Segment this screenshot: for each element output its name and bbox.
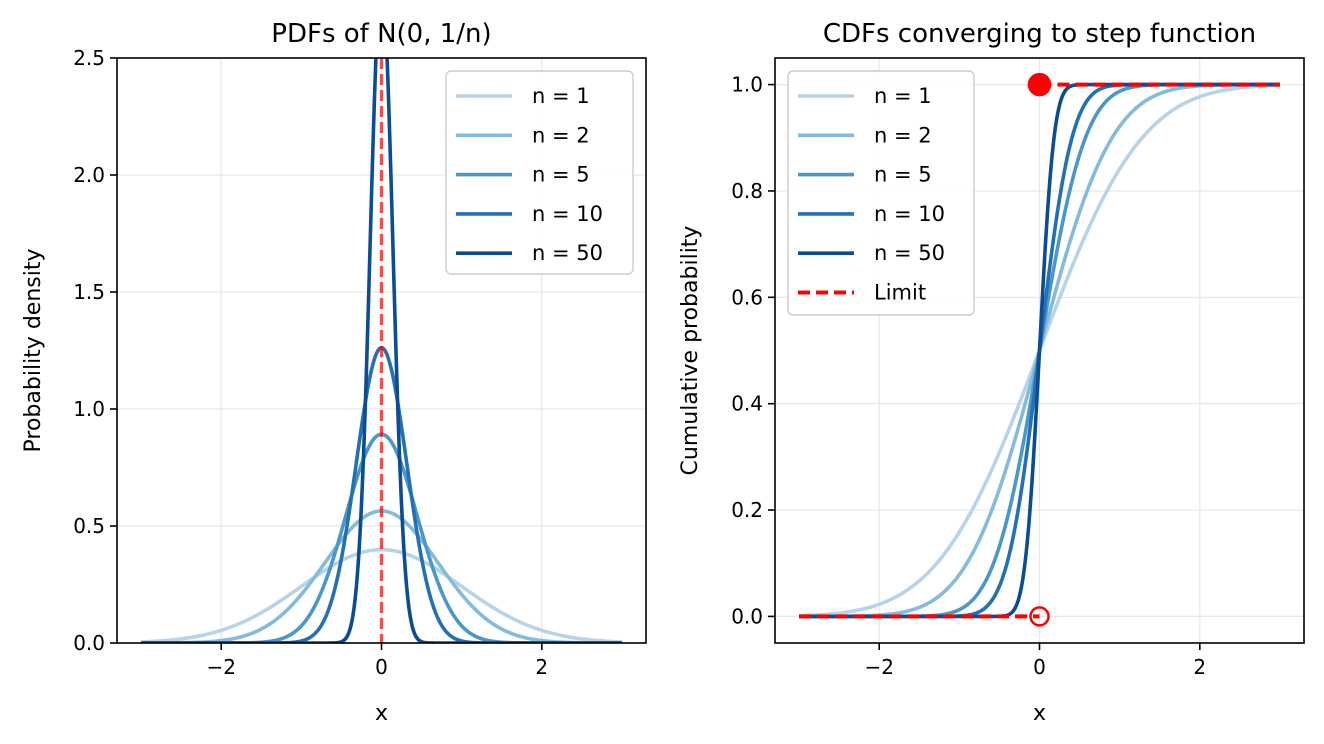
legend-label: n = 2 <box>532 123 590 147</box>
legend-label: Limit <box>874 281 926 305</box>
legend-label: n = 1 <box>874 84 932 108</box>
legend-label: n = 1 <box>532 84 590 108</box>
y-axis-label: Probability density <box>21 249 46 453</box>
x-axis-label: x <box>1033 701 1046 726</box>
x-tick-label: 2 <box>535 655 548 679</box>
pdf-chart: −2 0 2 0.0 0.5 1.0 1.5 2.0 2.5 PDFs of N(0, 1/n) x… <box>21 19 647 726</box>
chart-title: CDFs converging to step function <box>823 19 1256 49</box>
legend-label: n = 10 <box>874 202 945 226</box>
legend-label: n = 2 <box>874 123 932 147</box>
cdf-chart: −2 0 2 0.0 0.2 0.4 0.6 0.8 1.0 CDFs converging to… <box>678 19 1305 726</box>
plot-area <box>797 82 1282 619</box>
x-tick-label: 0 <box>1033 655 1046 679</box>
limit-marker-filled <box>1027 72 1052 97</box>
limit-marker-open <box>1029 606 1050 627</box>
series-line-n1 <box>139 547 624 643</box>
x-tick-label: 2 <box>1193 655 1206 679</box>
legend: n = 1 n = 2 n = 5 n = 10 n = 50 <box>445 70 634 275</box>
chart-title: PDFs of N(0, 1/n) <box>271 19 491 49</box>
y-tick-label: 0.0 <box>731 604 763 628</box>
x-axis-label: x <box>375 701 388 726</box>
y-tick-label: 0.6 <box>731 285 763 309</box>
legend-label: n = 5 <box>532 163 590 187</box>
x-tick-label: −2 <box>206 655 235 679</box>
legend: n = 1 n = 2 n = 5 n = 10 n = 50 Limit <box>787 70 975 316</box>
y-tick-label: 2.5 <box>73 46 105 70</box>
x-tick-label: 0 <box>375 655 388 679</box>
legend-label: n = 50 <box>874 241 945 265</box>
legend-frame <box>445 70 634 275</box>
legend-label: n = 10 <box>532 202 603 226</box>
y-tick-label: 0.4 <box>731 392 763 416</box>
y-tick-label: 0.2 <box>731 498 763 522</box>
y-tick-label: 1.0 <box>73 397 105 421</box>
y-tick-label: 1.5 <box>73 280 105 304</box>
legend-label: n = 50 <box>532 241 603 265</box>
x-tick-label: −2 <box>864 655 893 679</box>
y-tick-label: 0.5 <box>73 514 105 538</box>
y-tick-label: 0.0 <box>73 631 105 655</box>
y-axis-label: Cumulative probability <box>678 226 703 476</box>
legend-label: n = 5 <box>874 163 932 187</box>
y-tick-label: 1.0 <box>731 73 763 97</box>
y-tick-label: 2.0 <box>73 163 105 187</box>
y-tick-label: 0.8 <box>731 179 763 203</box>
